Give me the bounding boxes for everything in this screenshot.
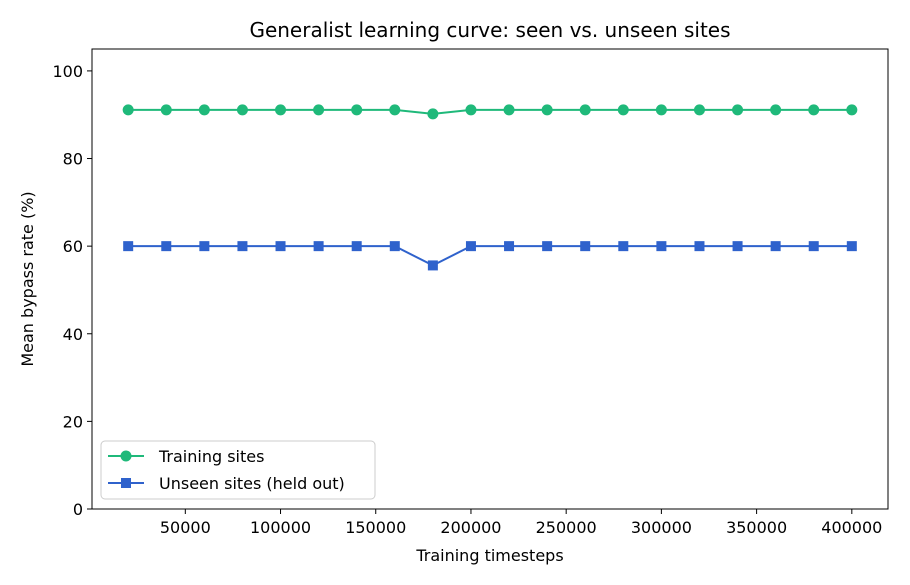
data-point xyxy=(427,108,439,120)
data-point xyxy=(770,104,782,116)
chart-title: Generalist learning curve: seen vs. unse… xyxy=(249,18,730,42)
y-axis: 0 20 40 60 80 100 xyxy=(52,62,92,519)
data-point xyxy=(275,241,286,252)
data-point xyxy=(427,260,438,271)
data-point xyxy=(465,241,476,252)
data-point xyxy=(618,241,629,252)
data-point xyxy=(275,104,287,116)
x-tick-label: 200000 xyxy=(440,518,501,537)
y-axis-title: Mean bypass rate (%) xyxy=(18,191,37,366)
data-point xyxy=(313,241,324,252)
data-point xyxy=(351,241,362,252)
series-line xyxy=(128,245,852,267)
data-point xyxy=(504,241,515,252)
x-tick-label: 50000 xyxy=(160,518,211,537)
data-point xyxy=(503,104,515,116)
y-tick-label: 60 xyxy=(63,237,83,256)
data-point xyxy=(846,104,858,116)
data-point xyxy=(465,104,477,116)
data-point xyxy=(808,241,819,252)
data-point xyxy=(160,104,172,116)
data-point xyxy=(199,241,210,252)
data-point xyxy=(732,104,744,116)
data-point xyxy=(656,241,667,252)
legend-label: Training sites xyxy=(158,447,264,466)
x-tick-label: 100000 xyxy=(250,518,311,537)
plot-frame xyxy=(91,48,889,510)
y-tick-label: 100 xyxy=(52,62,83,81)
data-point xyxy=(237,241,248,252)
data-point xyxy=(541,104,553,116)
x-tick-label: 150000 xyxy=(345,518,406,537)
legend-frame xyxy=(100,440,376,500)
y-tick-label: 40 xyxy=(63,325,83,344)
data-point xyxy=(161,241,172,252)
data-point xyxy=(655,104,667,116)
data-point xyxy=(732,241,743,252)
data-point xyxy=(542,241,553,252)
data-point xyxy=(580,241,591,252)
y-tick-label: 80 xyxy=(63,150,83,169)
series-line xyxy=(128,108,852,115)
x-tick-label: 250000 xyxy=(536,518,597,537)
data-point xyxy=(389,241,400,252)
data-point xyxy=(236,104,248,116)
data-point xyxy=(351,104,363,116)
data-point xyxy=(122,104,134,116)
series-1 xyxy=(122,104,858,120)
data-point xyxy=(846,241,857,252)
legend-label: Unseen sites (held out) xyxy=(159,474,345,493)
data-point xyxy=(123,241,134,252)
series-2 xyxy=(123,241,857,271)
data-point xyxy=(313,104,325,116)
data-point xyxy=(617,104,629,116)
plot-area xyxy=(122,104,858,271)
x-axis: 50000 100000 150000 200000 250000 300000 35000… xyxy=(160,509,882,537)
legend-item: Training sites xyxy=(108,447,264,466)
legend-marker xyxy=(120,450,132,462)
legend-item: Unseen sites (held out) xyxy=(108,474,345,493)
data-point xyxy=(579,104,591,116)
y-tick-label: 20 xyxy=(63,412,83,431)
y-tick-label: 0 xyxy=(73,500,83,519)
x-tick-label: 400000 xyxy=(821,518,882,537)
data-point xyxy=(808,104,820,116)
data-point xyxy=(198,104,210,116)
data-point xyxy=(389,104,401,116)
data-point xyxy=(693,104,705,116)
x-tick-label: 350000 xyxy=(726,518,787,537)
x-axis-title: Training timesteps xyxy=(415,546,563,565)
data-point xyxy=(770,241,781,252)
legend: Training sites Unseen sites (held out) xyxy=(100,440,376,500)
legend-marker xyxy=(121,478,131,488)
data-point xyxy=(694,241,705,252)
x-tick-label: 300000 xyxy=(631,518,692,537)
